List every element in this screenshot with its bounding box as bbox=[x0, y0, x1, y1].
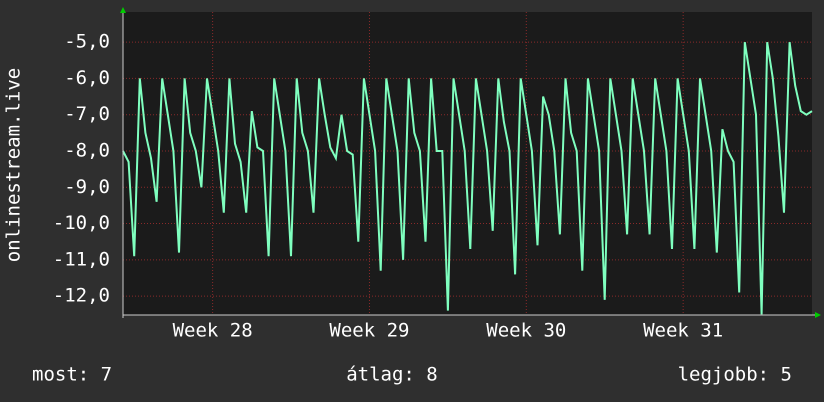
x-tick-label: Week 31 bbox=[643, 320, 723, 342]
data-line bbox=[122, 41, 813, 315]
y-arrow bbox=[120, 7, 126, 13]
y-tick-label: -12,0 bbox=[53, 285, 110, 307]
y-tick-label: -6,0 bbox=[64, 67, 110, 89]
x-arrow bbox=[815, 312, 821, 318]
y-tick-label: -7,0 bbox=[64, 103, 110, 125]
y-tick-label: -10,0 bbox=[53, 212, 110, 234]
x-tick-label: Week 29 bbox=[329, 320, 409, 342]
y-tick-label: -11,0 bbox=[53, 248, 110, 270]
y-tick-label: -5,0 bbox=[64, 31, 110, 53]
x-tick-label: Week 28 bbox=[173, 320, 253, 342]
y-tick-label: -8,0 bbox=[64, 139, 110, 161]
plot bbox=[122, 41, 813, 315]
y-tick-label: -9,0 bbox=[64, 176, 110, 198]
footer-best: legjobb: 5 bbox=[678, 364, 792, 386]
y-axis-label: onlinestream.live bbox=[3, 68, 25, 262]
footer-average: átlag: 8 bbox=[346, 364, 438, 386]
grid bbox=[123, 12, 812, 315]
footer-current: most: 7 bbox=[32, 364, 112, 386]
x-tick-label: Week 30 bbox=[486, 320, 566, 342]
